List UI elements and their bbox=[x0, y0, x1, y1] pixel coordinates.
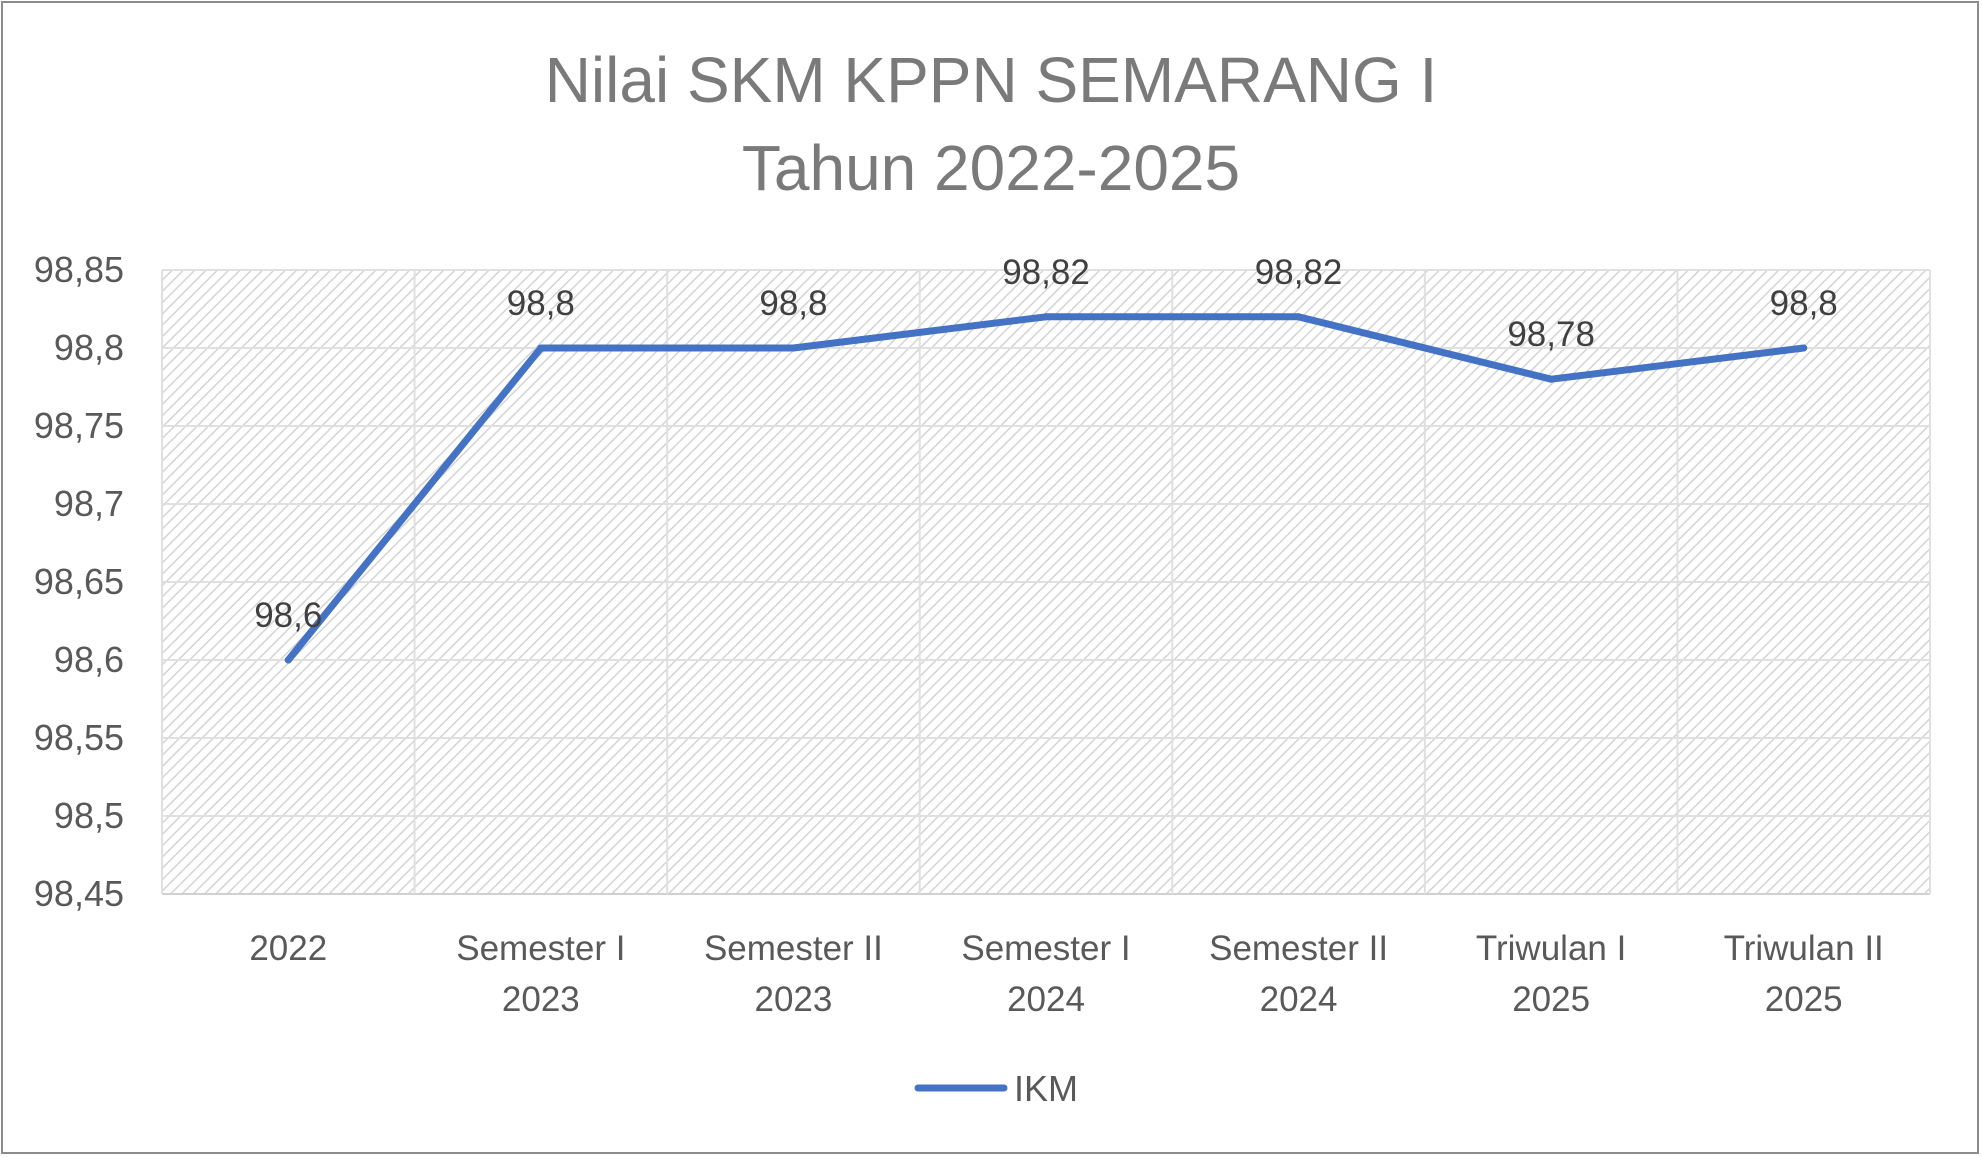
x-tick-label: 2024 bbox=[1007, 980, 1085, 1019]
x-tick-label: 2023 bbox=[502, 980, 580, 1019]
chart-title-line-2: Tahun 2022-2025 bbox=[742, 132, 1240, 204]
data-point bbox=[1042, 313, 1050, 321]
gridlines bbox=[161, 269, 1931, 895]
x-tick-label: Semester II bbox=[704, 929, 883, 968]
y-axis-ticks: 98,45 98,5 98,55 98,6 98,65 98,7 98,75 98,8 98,8… bbox=[34, 249, 124, 914]
legend-label-ikm: IKM bbox=[1014, 1068, 1078, 1109]
data-label: 98,8 bbox=[1770, 284, 1838, 323]
x-tick-label: 2025 bbox=[1512, 980, 1590, 1019]
x-tick-label: 2025 bbox=[1765, 980, 1843, 1019]
x-tick-label: 2023 bbox=[754, 980, 832, 1019]
x-tick-label: Semester I bbox=[961, 929, 1130, 968]
series-ikm bbox=[284, 313, 1808, 664]
y-tick-label: 98,55 bbox=[34, 717, 124, 758]
data-point bbox=[1547, 375, 1555, 383]
legend: IKM bbox=[914, 1068, 1078, 1109]
x-tick-label: Semester II bbox=[1209, 929, 1388, 968]
data-label: 98,8 bbox=[507, 284, 575, 323]
y-tick-label: 98,85 bbox=[34, 249, 124, 290]
data-label: 98,6 bbox=[254, 596, 322, 635]
data-point bbox=[1295, 313, 1303, 321]
data-labels: 98,6 98,8 98,8 98,82 98,82 98,78 98,8 bbox=[254, 253, 1838, 635]
x-tick-label: 2024 bbox=[1260, 980, 1338, 1019]
data-label: 98,82 bbox=[1002, 253, 1090, 292]
y-tick-label: 98,75 bbox=[34, 405, 124, 446]
y-tick-label: 98,65 bbox=[34, 561, 124, 602]
x-axis-ticks: 2022 Semester I 2023 Semester II 2023 Semeste… bbox=[249, 929, 1883, 1019]
y-tick-label: 98,6 bbox=[54, 639, 124, 680]
x-tick-label: Semester I bbox=[456, 929, 625, 968]
data-point bbox=[789, 344, 797, 352]
data-point bbox=[537, 344, 545, 352]
data-label: 98,8 bbox=[759, 284, 827, 323]
data-point bbox=[1800, 344, 1808, 352]
x-tick-label: Triwulan II bbox=[1724, 929, 1884, 968]
data-label: 98,78 bbox=[1507, 315, 1595, 354]
x-tick-label: 2022 bbox=[249, 929, 327, 968]
data-point bbox=[284, 656, 292, 664]
data-label: 98,82 bbox=[1255, 253, 1343, 292]
chart-title-line-1: Nilai SKM KPPN SEMARANG I bbox=[545, 44, 1438, 116]
y-tick-label: 98,5 bbox=[54, 795, 124, 836]
y-tick-label: 98,7 bbox=[54, 483, 124, 524]
y-tick-label: 98,8 bbox=[54, 327, 124, 368]
x-tick-label: Triwulan I bbox=[1476, 929, 1626, 968]
y-tick-label: 98,45 bbox=[34, 873, 124, 914]
